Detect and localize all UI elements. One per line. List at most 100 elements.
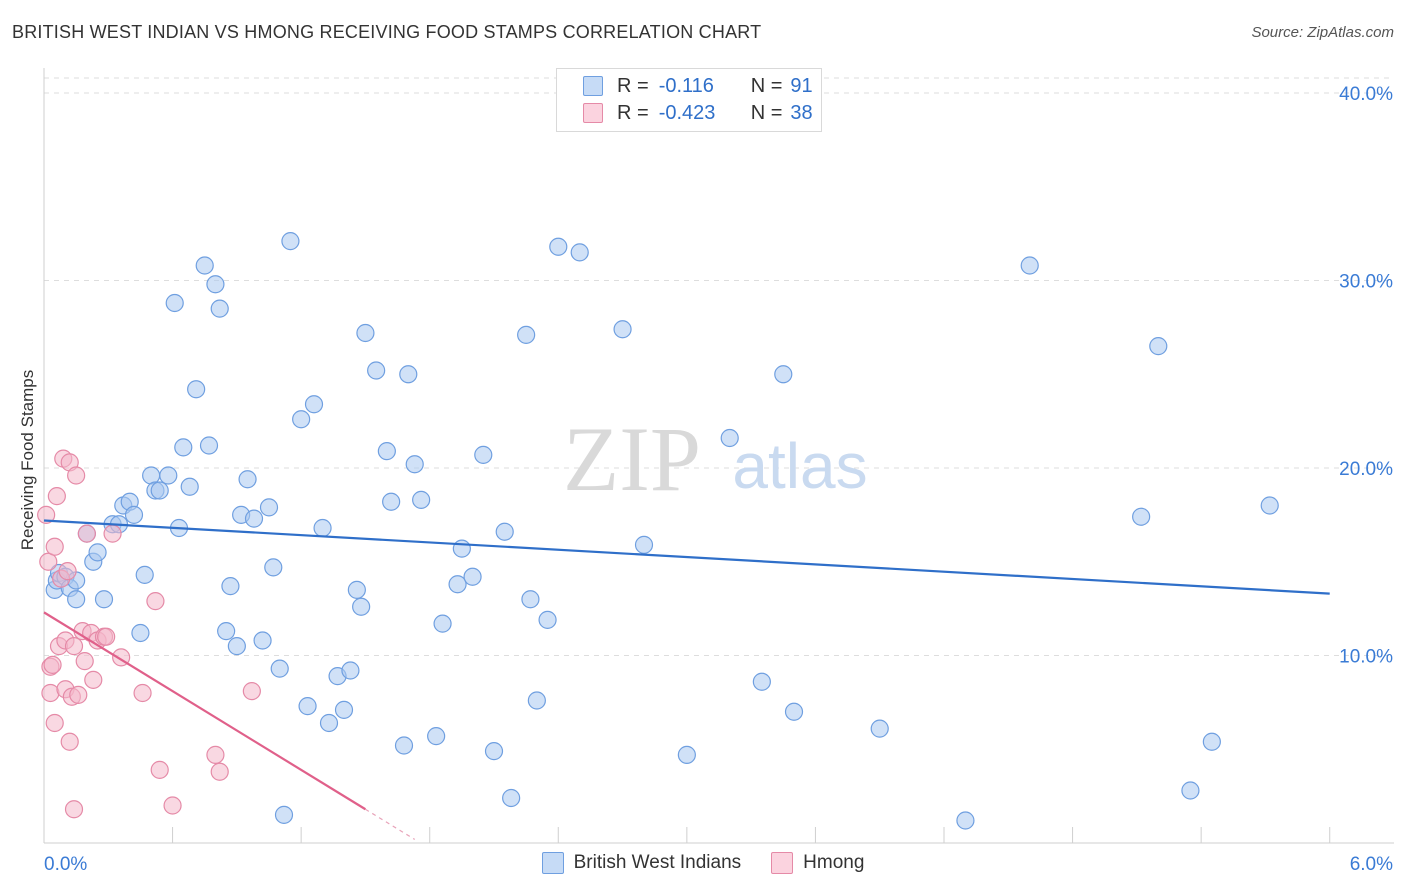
data-point [521, 590, 540, 609]
data-point [1181, 781, 1200, 800]
legend-swatch-pink [771, 852, 794, 874]
data-point [133, 683, 152, 703]
source-label: Source: ZipAtlas.com [1251, 24, 1394, 41]
y-axis-label: Receiving Food Stamps [18, 369, 37, 551]
data-point [238, 470, 257, 489]
tick-labels: 10.0% 20.0% 30.0% 40.0% 0.0% 6.0% [44, 84, 1393, 875]
data-point [244, 509, 264, 528]
legend-label: British West Indians [573, 852, 742, 873]
data-point [517, 325, 536, 344]
data-point [427, 727, 446, 746]
r-label: R = [617, 101, 649, 124]
data-point [1132, 507, 1151, 526]
data-point [67, 590, 86, 609]
data-point [97, 627, 116, 646]
legend-item-hmong: Hmong [771, 852, 864, 874]
r-value: -0.116 [658, 74, 714, 97]
data-point [356, 323, 375, 343]
data-point [484, 742, 504, 761]
data-point [405, 455, 424, 474]
data-point [210, 762, 229, 781]
data-point [270, 659, 289, 678]
n-value: 91 [790, 74, 813, 97]
data-point [58, 562, 77, 581]
data-point [94, 590, 114, 609]
data-point [163, 796, 182, 815]
trend-lines [43, 519, 1330, 840]
y-tick-label: 40.0% [1339, 84, 1393, 105]
data-point [77, 524, 96, 543]
data-point [259, 498, 279, 517]
data-point [45, 537, 64, 556]
data-point [146, 592, 165, 611]
legend-row-hmong: R = -0.423 N = 38 [583, 100, 813, 126]
data-point [41, 683, 60, 703]
data-point [367, 361, 386, 380]
data-points [37, 232, 1279, 830]
data-point [463, 567, 482, 586]
data-point [752, 672, 771, 691]
legend-swatch-blue [583, 76, 603, 96]
watermark-zip: ZIP [563, 408, 701, 510]
data-point [159, 466, 178, 485]
n-label: N = [750, 74, 783, 97]
data-point [1260, 496, 1279, 515]
legend-swatch-pink [583, 103, 603, 123]
data-point [352, 597, 371, 616]
y-tick-label: 20.0% [1339, 459, 1393, 480]
data-point [570, 243, 589, 262]
data-point [347, 580, 366, 599]
data-point [180, 477, 199, 496]
data-point [382, 492, 401, 511]
watermark-atlas: atlas [732, 430, 867, 502]
trend-line-extension [365, 808, 416, 840]
data-point [956, 811, 975, 830]
data-point [274, 805, 294, 824]
data-point [292, 410, 311, 429]
data-point [1149, 337, 1168, 356]
data-point [64, 800, 84, 819]
data-point [527, 691, 546, 710]
data-point [1202, 732, 1221, 751]
axes [43, 68, 1394, 844]
data-point [774, 365, 793, 384]
data-point [613, 320, 632, 339]
data-point [298, 697, 317, 716]
data-point [131, 623, 150, 643]
data-point [242, 682, 261, 701]
data-point [217, 622, 236, 641]
data-point [37, 505, 56, 524]
trend-line [43, 519, 1330, 595]
data-point [47, 487, 66, 506]
data-point [69, 685, 88, 704]
data-point [187, 380, 206, 399]
data-point [124, 505, 144, 524]
data-point [206, 745, 225, 764]
x-tick-label: 6.0% [1350, 854, 1393, 875]
chart-title: BRITISH WEST INDIAN VS HMONG RECEIVING F… [12, 22, 762, 42]
data-point [88, 543, 107, 562]
data-point [174, 438, 193, 457]
data-point [142, 466, 161, 485]
data-point [67, 466, 86, 485]
r-value: -0.423 [658, 101, 716, 124]
data-point [538, 610, 557, 629]
data-point [399, 365, 418, 384]
data-point [39, 552, 58, 571]
data-point [210, 299, 229, 318]
data-point [150, 760, 169, 779]
data-point [1020, 256, 1039, 275]
legend-item-british-west-indians: British West Indians [541, 852, 742, 874]
data-point [221, 577, 240, 596]
data-point [412, 490, 431, 509]
data-point [319, 713, 339, 733]
data-point [784, 702, 804, 721]
data-point [103, 524, 122, 543]
grid-lines [44, 77, 1394, 656]
data-point [84, 670, 103, 689]
n-value: 38 [790, 101, 813, 124]
data-point [43, 655, 62, 674]
data-point [377, 442, 396, 461]
data-point [253, 631, 272, 650]
